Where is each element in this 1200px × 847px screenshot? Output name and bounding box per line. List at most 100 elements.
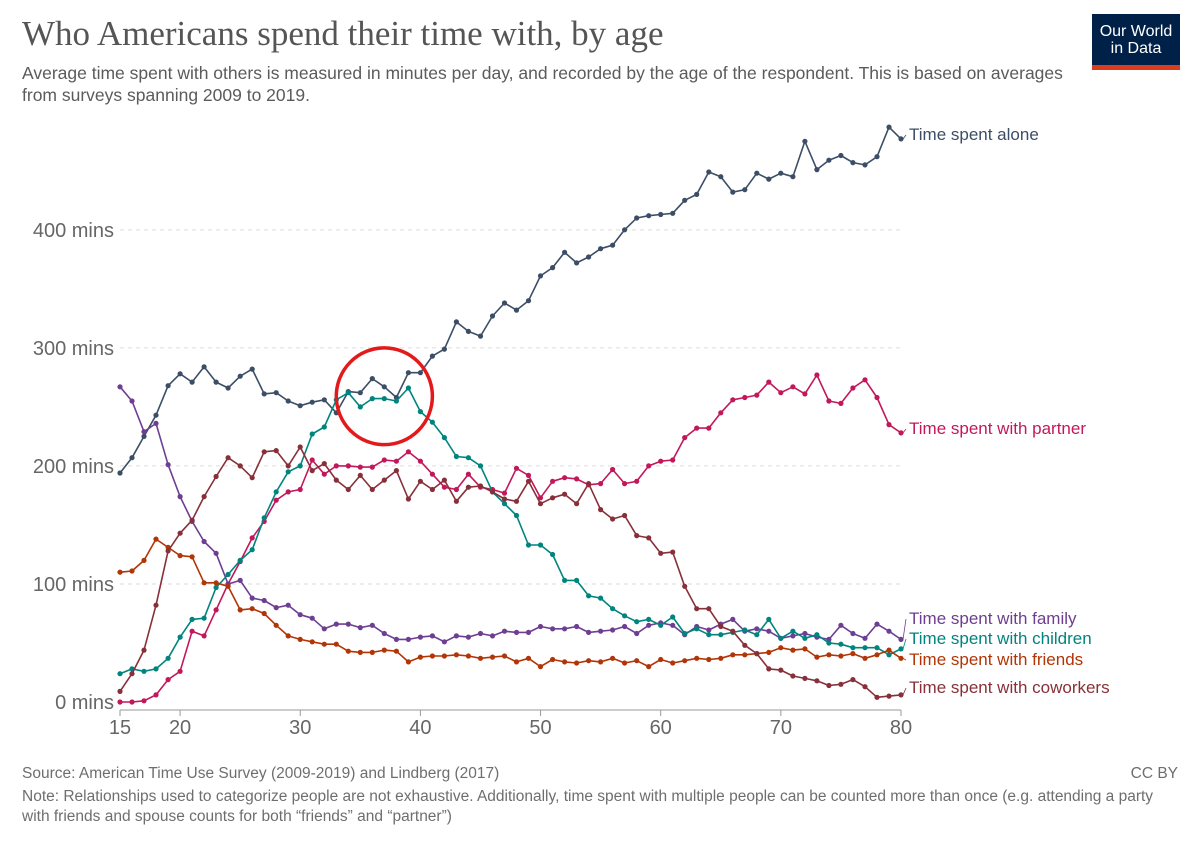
data-point-time-spent-alone: [586, 254, 592, 260]
data-point-time-spent-with-friends: [886, 647, 892, 653]
data-point-time-spent-with-children: [850, 645, 856, 651]
series-time-spent-alone: [117, 124, 904, 476]
data-point-time-spent-with-friends: [309, 639, 315, 645]
data-point-time-spent-with-children: [429, 419, 435, 425]
data-point-time-spent-with-partner: [537, 495, 544, 501]
data-point-time-spent-with-friends: [453, 652, 459, 658]
data-point-time-spent-with-partner: [249, 535, 255, 541]
data-point-time-spent-with-friends: [646, 664, 652, 670]
data-point-time-spent-with-coworkers: [766, 666, 772, 672]
data-point-time-spent-with-partner: [826, 398, 832, 404]
data-point-time-spent-with-children: [802, 635, 808, 641]
data-point-time-spent-alone: [357, 390, 363, 396]
data-point-time-spent-alone: [441, 346, 447, 352]
data-point-time-spent-with-friends: [501, 653, 508, 659]
data-point-time-spent-with-coworkers: [862, 684, 868, 690]
data-point-time-spent-with-children: [646, 616, 652, 623]
data-point-time-spent-with-coworkers: [550, 495, 556, 501]
x-tick-label-70: 70: [770, 717, 792, 739]
data-point-time-spent-with-family: [489, 633, 496, 639]
source-note: Source: American Time Use Survey (2009-2…: [22, 765, 500, 782]
data-point-time-spent-with-coworkers: [465, 484, 471, 490]
data-point-time-spent-with-children: [778, 635, 784, 641]
data-point-time-spent-with-children: [153, 666, 159, 672]
data-point-time-spent-with-coworkers: [598, 507, 604, 513]
data-point-time-spent-with-family: [129, 398, 135, 404]
data-point-time-spent-with-coworkers: [153, 602, 159, 608]
data-point-time-spent-with-partner: [141, 698, 147, 704]
data-point-time-spent-with-coworkers: [417, 478, 423, 484]
data-point-time-spent-with-family: [441, 639, 447, 645]
data-point-time-spent-with-friends: [862, 655, 868, 661]
data-point-time-spent-with-coworkers: [838, 681, 844, 687]
data-point-time-spent-with-partner: [213, 607, 219, 613]
data-point-time-spent-alone: [417, 370, 423, 376]
data-point-time-spent-with-coworkers: [225, 455, 231, 461]
data-point-time-spent-with-partner: [682, 435, 688, 441]
data-point-time-spent-with-friends: [658, 656, 664, 663]
data-point-time-spent-with-family: [634, 630, 640, 637]
y-tick-label-200: 200 mins: [33, 456, 114, 478]
license-link[interactable]: CC BY: [1130, 765, 1178, 782]
data-point-time-spent-with-friends: [742, 652, 748, 658]
data-point-time-spent-with-coworkers: [441, 477, 447, 483]
data-point-time-spent-with-friends: [369, 649, 375, 656]
owid-logo[interactable]: Our World in Data: [1092, 14, 1180, 70]
data-point-time-spent-with-children: [141, 668, 147, 674]
data-point-time-spent-with-children: [790, 628, 796, 634]
data-point-time-spent-with-children: [562, 577, 568, 584]
data-point-time-spent-with-friends: [489, 654, 496, 660]
data-point-time-spent-with-coworkers: [537, 501, 544, 507]
data-point-time-spent-with-family: [838, 622, 844, 628]
data-point-time-spent-with-family: [477, 630, 484, 637]
data-point-time-spent-with-family: [285, 602, 291, 608]
data-point-time-spent-with-coworkers: [141, 647, 147, 653]
data-point-time-spent-with-children: [189, 616, 195, 623]
data-point-time-spent-with-friends: [790, 647, 796, 653]
data-point-time-spent-with-family: [177, 494, 183, 500]
data-point-time-spent-alone: [634, 215, 640, 221]
data-point-time-spent-with-friends: [670, 660, 676, 666]
data-point-time-spent-with-coworkers: [201, 494, 207, 500]
data-point-time-spent-alone: [297, 403, 303, 409]
data-point-time-spent-with-family: [393, 636, 399, 643]
data-point-time-spent-with-family: [261, 597, 267, 604]
data-point-time-spent-with-family: [886, 628, 892, 634]
data-point-time-spent-with-partner: [345, 463, 351, 469]
data-point-time-spent-with-family: [670, 622, 676, 628]
data-point-time-spent-alone: [165, 383, 171, 389]
data-point-time-spent-alone: [646, 213, 652, 219]
data-point-time-spent-alone: [525, 298, 532, 304]
data-point-time-spent-alone: [453, 319, 459, 325]
data-point-time-spent-with-friends: [225, 583, 231, 589]
data-point-time-spent-with-friends: [778, 645, 784, 651]
data-point-time-spent-with-coworkers: [129, 671, 135, 677]
data-point-time-spent-with-partner: [778, 390, 784, 396]
data-point-time-spent-alone: [153, 412, 159, 418]
data-point-time-spent-with-coworkers: [477, 483, 484, 489]
data-point-time-spent-alone: [694, 191, 700, 197]
data-point-time-spent-with-family: [297, 612, 303, 618]
data-point-time-spent-with-partner: [369, 464, 375, 470]
data-point-time-spent-with-friends: [405, 659, 411, 665]
data-point-time-spent-with-partner: [754, 392, 760, 398]
data-point-time-spent-with-friends: [141, 557, 147, 564]
data-point-time-spent-with-family: [201, 538, 207, 545]
data-point-time-spent-alone: [141, 433, 147, 439]
data-point-time-spent-with-coworkers: [213, 473, 219, 480]
data-point-time-spent-with-children: [177, 634, 183, 640]
data-point-time-spent-alone: [537, 273, 544, 279]
data-point-time-spent-alone: [177, 371, 183, 377]
data-point-time-spent-with-children: [237, 557, 243, 564]
data-point-time-spent-with-family: [429, 633, 435, 639]
data-point-time-spent-with-children: [321, 424, 327, 430]
data-point-time-spent-with-partner: [658, 458, 664, 464]
data-point-time-spent-alone: [814, 167, 820, 173]
data-point-time-spent-with-partner: [201, 633, 207, 639]
series-label-time-spent-with-coworkers: Time spent with coworkers: [909, 678, 1110, 697]
data-point-time-spent-with-friends: [333, 641, 339, 647]
data-point-time-spent-alone: [826, 157, 832, 163]
data-point-time-spent-alone: [778, 170, 784, 176]
data-point-time-spent-with-coworkers: [850, 677, 856, 683]
data-point-time-spent-with-partner: [393, 458, 399, 464]
